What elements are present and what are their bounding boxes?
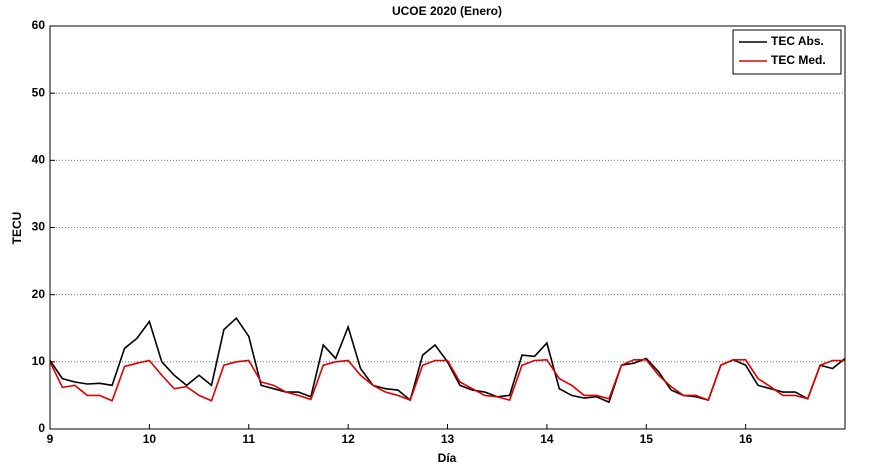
x-tick-label: 11 bbox=[242, 432, 255, 446]
x-axis-label: Día bbox=[438, 451, 457, 465]
legend-label: TEC Med. bbox=[771, 53, 826, 67]
y-tick-label: 30 bbox=[32, 220, 46, 234]
x-tick-label: 12 bbox=[341, 432, 355, 446]
chart-title: UCOE 2020 (Enero) bbox=[392, 4, 502, 18]
x-tick-label: 16 bbox=[739, 432, 753, 446]
y-tick-label: 10 bbox=[32, 354, 46, 368]
y-tick-label: 40 bbox=[32, 153, 46, 167]
plot-frame bbox=[49, 25, 846, 430]
legend-box bbox=[732, 29, 842, 75]
y-tick-label: 20 bbox=[32, 287, 46, 301]
y-tick-label: 50 bbox=[32, 85, 46, 99]
series-line bbox=[49, 358, 845, 402]
y-axis-label: TECU bbox=[10, 212, 24, 245]
x-tick-label: 14 bbox=[540, 432, 554, 446]
legend-label: TEC Abs. bbox=[771, 34, 824, 48]
x-tick-label: 10 bbox=[143, 432, 157, 446]
x-tick-label: 13 bbox=[441, 432, 455, 446]
x-tick-label: 15 bbox=[640, 432, 654, 446]
y-tick-label: 0 bbox=[38, 421, 45, 435]
x-tick-label: 9 bbox=[47, 432, 54, 446]
y-tick-label: 60 bbox=[32, 18, 46, 32]
